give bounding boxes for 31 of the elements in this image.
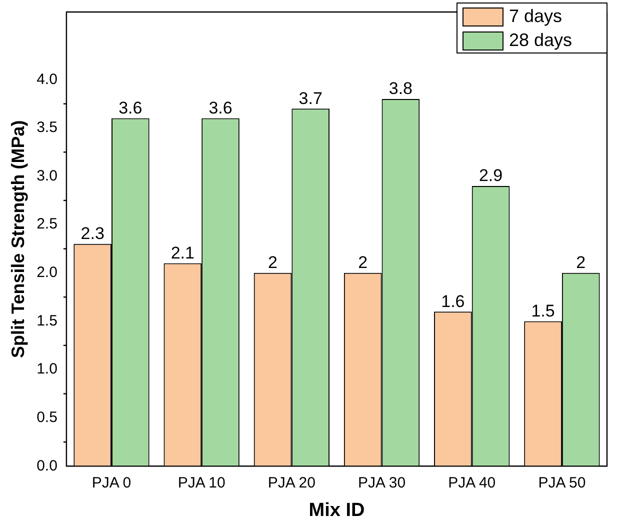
data-label: 3.6 xyxy=(208,98,232,118)
y-tick-label: 2.0 xyxy=(36,264,58,282)
data-label: 2.1 xyxy=(170,243,194,262)
x-axis-title: Mix ID xyxy=(308,500,365,521)
x-tick-label: PJA 10 xyxy=(178,474,226,492)
x-tick-label: PJA 30 xyxy=(358,474,406,492)
x-tick-label: PJA 50 xyxy=(538,474,586,492)
y-tick-label: 3.5 xyxy=(36,119,58,136)
y-tick-label: 3.0 xyxy=(36,167,58,184)
y-tick-label: 1.5 xyxy=(36,312,58,330)
data-label: 3.7 xyxy=(298,88,322,108)
y-tick-label: 4.0 xyxy=(36,70,58,88)
data-label: 2.3 xyxy=(80,224,104,244)
y-tick-label: 0.0 xyxy=(36,457,58,474)
data-label: 2 xyxy=(358,253,368,272)
data-label: 2 xyxy=(268,253,278,272)
data-label: 2 xyxy=(576,253,586,272)
y-tick-label: 1.0 xyxy=(36,360,58,378)
y-axis-title: Split Tensile Strength (MPa) xyxy=(8,120,28,358)
data-label: 1.5 xyxy=(531,301,555,320)
legend-label: 7 days xyxy=(509,6,562,26)
data-label: 2.9 xyxy=(478,166,503,186)
x-tick-label: PJA 40 xyxy=(448,474,496,492)
x-tick-label: PJA 0 xyxy=(92,474,132,492)
data-label: 3.8 xyxy=(388,79,413,98)
data-label: 3.6 xyxy=(118,98,142,118)
legend-label: 28 days xyxy=(509,30,572,50)
y-tick-label: 0.5 xyxy=(36,409,58,426)
x-tick-label: PJA 20 xyxy=(268,474,316,492)
data-label: 1.6 xyxy=(441,292,465,311)
y-tick-label: 2.5 xyxy=(36,216,58,233)
